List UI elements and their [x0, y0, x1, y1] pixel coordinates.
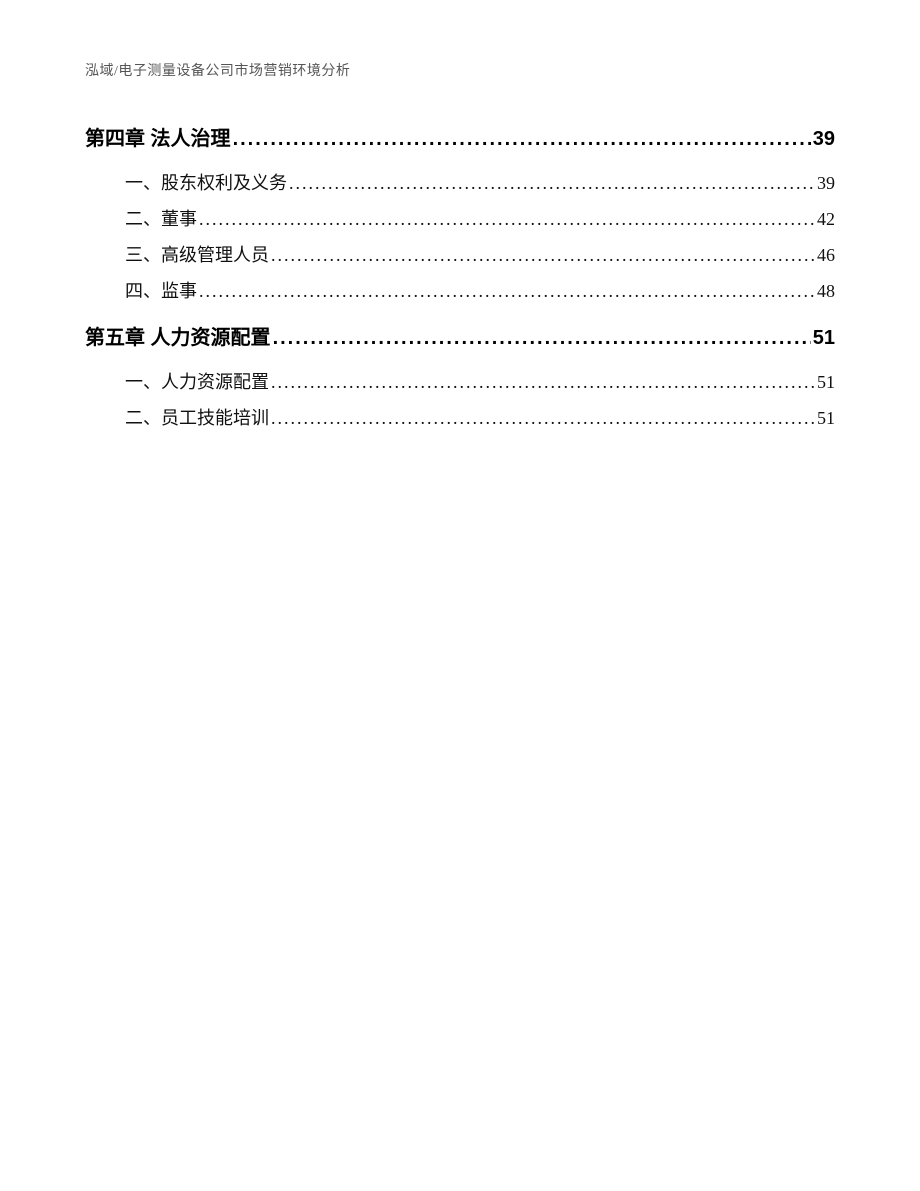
- toc-leader-dots: [271, 372, 815, 393]
- toc-section-row: 四、监事 48: [125, 277, 835, 303]
- toc-leader-dots: [271, 408, 815, 429]
- toc-section-page: 46: [817, 245, 835, 266]
- document-page: 泓域/电子测量设备公司市场营销环境分析 第四章 法人治理 39 一、股东权利及义…: [0, 0, 920, 1191]
- toc-section-label: 三、高级管理人员: [125, 241, 269, 267]
- toc-leader-dots: [199, 209, 815, 230]
- page-header: 泓域/电子测量设备公司市场营销环境分析: [85, 60, 835, 80]
- toc-section-page: 42: [817, 209, 835, 230]
- toc-chapter-page: 51: [813, 327, 835, 350]
- toc-leader-dots: [289, 173, 815, 194]
- toc-leader-dots: [199, 281, 815, 302]
- toc-section-row: 一、股东权利及义务 39: [125, 169, 835, 195]
- toc-chapter-row: 第五章 人力资源配置 51: [85, 321, 835, 350]
- toc-leader-dots: [273, 327, 811, 350]
- toc-section-page: 51: [817, 372, 835, 393]
- toc-section-label: 二、员工技能培训: [125, 404, 269, 430]
- toc-section-label: 一、人力资源配置: [125, 368, 269, 394]
- toc-section-row: 二、董事 42: [125, 205, 835, 231]
- toc-section-row: 一、人力资源配置 51: [125, 368, 835, 394]
- toc-section-label: 一、股东权利及义务: [125, 169, 287, 195]
- toc-section-page: 51: [817, 408, 835, 429]
- toc-chapter-row: 第四章 法人治理 39: [85, 122, 835, 151]
- toc-section-row: 二、员工技能培训 51: [125, 404, 835, 430]
- toc-section-page: 39: [817, 173, 835, 194]
- toc-section-row: 三、高级管理人员 46: [125, 241, 835, 267]
- toc-chapter-page: 39: [813, 128, 835, 151]
- toc-leader-dots: [233, 128, 811, 151]
- toc-section-page: 48: [817, 281, 835, 302]
- toc-section-label: 二、董事: [125, 205, 197, 231]
- toc-chapter-label: 第五章 人力资源配置: [85, 321, 271, 350]
- toc-leader-dots: [271, 245, 815, 266]
- toc-section-label: 四、监事: [125, 277, 197, 303]
- toc-chapter-label: 第四章 法人治理: [85, 122, 231, 151]
